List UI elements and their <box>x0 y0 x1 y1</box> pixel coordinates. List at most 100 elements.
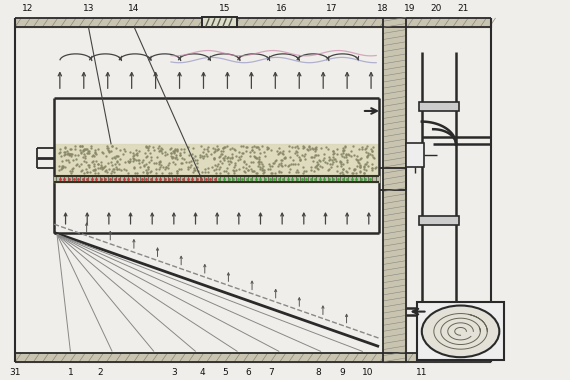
Point <box>315 163 324 169</box>
Point <box>78 143 87 149</box>
Point <box>170 146 180 152</box>
Point <box>308 146 317 152</box>
Point <box>349 167 359 173</box>
Point <box>254 163 263 169</box>
Point <box>288 157 297 163</box>
Point <box>363 153 372 159</box>
Point <box>133 152 142 158</box>
Point <box>316 144 325 150</box>
Point <box>103 145 112 151</box>
Point <box>258 143 267 149</box>
Point <box>339 171 348 177</box>
Point <box>188 151 197 157</box>
Point <box>329 150 339 156</box>
Point <box>190 167 200 173</box>
Point <box>325 154 334 160</box>
Point <box>300 156 310 162</box>
Point <box>199 153 208 159</box>
Point <box>82 159 91 165</box>
Point <box>255 156 264 162</box>
Point <box>230 170 239 176</box>
Point <box>255 164 264 170</box>
Point <box>332 146 341 152</box>
Point <box>83 169 92 176</box>
Point <box>248 144 257 150</box>
Point <box>156 145 165 151</box>
Point <box>153 145 162 151</box>
Point <box>116 147 125 153</box>
Point <box>107 170 116 176</box>
Point <box>306 164 315 170</box>
Point <box>141 154 150 160</box>
Point <box>168 159 177 165</box>
Point <box>131 150 140 157</box>
Point <box>170 161 180 167</box>
Point <box>75 143 84 149</box>
Text: 8: 8 <box>315 368 321 377</box>
Point <box>203 148 213 154</box>
Point <box>267 170 276 176</box>
Point <box>161 164 170 170</box>
Point <box>71 143 80 149</box>
Point <box>264 145 273 151</box>
Point <box>352 153 361 159</box>
Point <box>57 164 66 170</box>
Point <box>283 163 292 169</box>
Point <box>337 159 346 165</box>
Point <box>82 150 91 157</box>
Point <box>361 160 370 166</box>
Text: 18: 18 <box>377 4 389 13</box>
Text: 7: 7 <box>268 368 274 377</box>
Point <box>286 154 295 160</box>
Point <box>275 145 284 151</box>
Point <box>219 155 229 162</box>
Point <box>213 146 222 152</box>
Point <box>287 144 296 150</box>
Point <box>241 147 250 154</box>
Point <box>202 146 211 152</box>
Circle shape <box>422 306 499 357</box>
Point <box>154 142 164 149</box>
Point <box>87 145 96 151</box>
Point <box>64 157 73 163</box>
Point <box>59 149 68 155</box>
Point <box>284 162 294 168</box>
Point <box>91 151 100 157</box>
Text: 3: 3 <box>171 368 177 377</box>
Point <box>298 145 307 151</box>
Point <box>349 170 358 176</box>
Point <box>224 154 233 160</box>
Point <box>112 153 121 159</box>
Point <box>263 144 272 150</box>
Point <box>325 161 335 167</box>
Point <box>295 157 304 163</box>
Bar <box>406 142 424 167</box>
Point <box>160 149 169 155</box>
Point <box>260 167 269 173</box>
Point <box>302 168 311 174</box>
Point <box>217 148 226 154</box>
Point <box>364 152 373 158</box>
Point <box>289 161 298 167</box>
Point <box>83 168 92 174</box>
Point <box>132 157 141 163</box>
Point <box>69 165 78 171</box>
Point <box>360 163 369 169</box>
Point <box>210 156 219 162</box>
Point <box>184 152 193 158</box>
Point <box>60 151 70 157</box>
Point <box>101 153 111 159</box>
Point <box>250 154 259 160</box>
Point <box>160 166 169 172</box>
Point <box>239 150 248 156</box>
Point <box>229 146 238 152</box>
Point <box>349 152 358 158</box>
Point <box>206 151 215 157</box>
Point <box>67 166 76 172</box>
Point <box>91 150 100 156</box>
Point <box>222 142 231 149</box>
Point <box>150 160 159 166</box>
Point <box>255 162 264 168</box>
Point <box>327 161 336 167</box>
Point <box>174 166 183 173</box>
